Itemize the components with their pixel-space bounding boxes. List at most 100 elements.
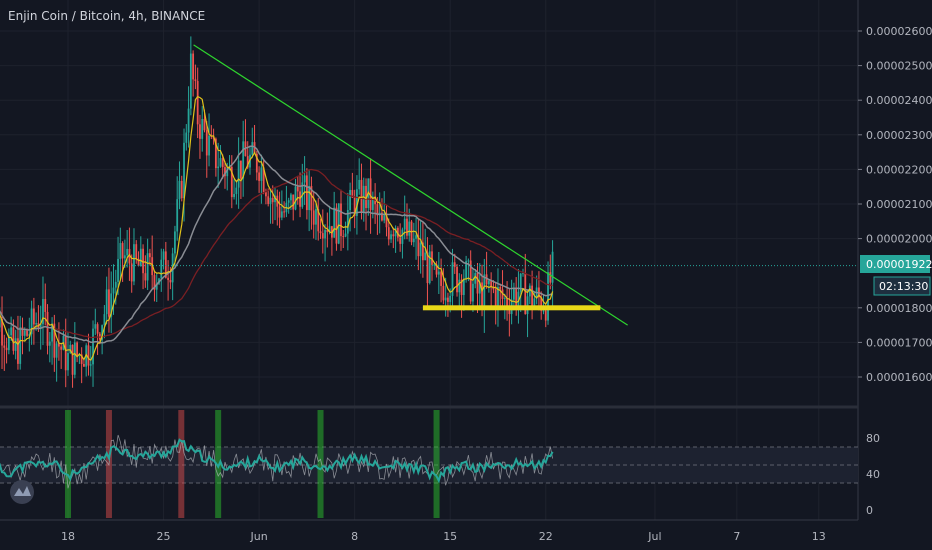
candle-body <box>497 287 499 309</box>
candle-body <box>547 272 549 321</box>
time-tick-label: 15 <box>443 530 457 543</box>
candle-body <box>513 288 515 300</box>
candle-body <box>217 166 220 169</box>
candle-body <box>105 289 108 315</box>
candle-body <box>506 298 508 308</box>
candle-body <box>1 319 3 346</box>
candle-body <box>517 291 520 306</box>
candle-body <box>87 345 90 366</box>
candle-body <box>328 226 331 233</box>
candle-body <box>533 298 536 307</box>
candle-body <box>221 158 224 168</box>
bar-countdown: 02:13:30 <box>879 280 928 293</box>
candle-body <box>60 346 63 350</box>
candle-body <box>176 199 179 232</box>
candle-body <box>160 259 163 279</box>
time-tick-label: 18 <box>61 530 75 543</box>
support-zone[interactable] <box>422 305 601 311</box>
candle-body <box>183 142 185 199</box>
candle-body <box>192 53 195 80</box>
price-tick-label: 0.00002000 <box>866 233 932 246</box>
candle-body <box>48 341 51 346</box>
candle-body <box>35 323 38 325</box>
descending-trendline[interactable] <box>193 44 628 326</box>
candle-body <box>28 334 31 336</box>
candle-body <box>333 207 336 238</box>
time-tick-label: 22 <box>539 530 553 543</box>
candle-body <box>401 229 404 244</box>
candle-body <box>526 296 529 315</box>
candle-body <box>408 221 411 236</box>
candle-body <box>205 130 208 156</box>
candle-body <box>342 236 345 238</box>
candle-body <box>230 166 233 198</box>
candle-body <box>369 178 372 210</box>
time-tick-label: 25 <box>157 530 171 543</box>
oscillator-tick-label: 80 <box>866 432 880 445</box>
candle-body <box>271 197 274 203</box>
candle-body <box>196 81 199 125</box>
candle-body <box>503 298 506 300</box>
candle-body <box>399 237 402 244</box>
candle-body <box>269 197 272 204</box>
candle-body <box>351 189 354 198</box>
candle-body <box>10 327 13 336</box>
oscillator-tick-label: 0 <box>866 504 873 517</box>
candle-body <box>137 258 140 266</box>
candle-body <box>64 335 67 371</box>
candle-body <box>144 273 147 281</box>
candle-body <box>94 324 97 329</box>
candle-body <box>164 251 167 278</box>
candle-body <box>390 234 392 240</box>
candle-body <box>435 264 438 275</box>
candle-body <box>303 175 306 183</box>
candle-body <box>14 338 17 351</box>
candle-body <box>349 189 351 211</box>
candle-body <box>69 344 72 354</box>
candle-body <box>174 231 176 254</box>
candle-body <box>296 186 299 192</box>
candle-body <box>317 208 320 232</box>
time-tick-label: Jul <box>647 530 661 543</box>
candle-body <box>42 299 44 325</box>
candle-body <box>280 211 283 218</box>
candle-body <box>394 227 397 237</box>
price-tick-label: 0.00002500 <box>866 60 932 73</box>
candle-body <box>419 242 422 257</box>
candle-body <box>287 200 290 203</box>
candle-body <box>51 323 53 342</box>
chart-title: Enjin Coin / Bitcoin, 4h, BINANCE <box>8 9 205 23</box>
oscillator-axis[interactable]: 80 40 0 <box>866 432 880 517</box>
price-axis[interactable]: 0.00002600 0.00002500 0.00002400 0.00002300… <box>858 25 932 384</box>
candle-body <box>485 274 488 285</box>
candle-body <box>80 354 83 364</box>
candle-body <box>406 218 408 236</box>
candle-body <box>214 138 217 169</box>
price-tick-label: 0.00002600 <box>866 25 932 38</box>
candle-body <box>155 283 158 290</box>
candle-body <box>308 185 311 211</box>
candle-body <box>17 338 19 364</box>
candle-body <box>458 279 461 293</box>
tradingview-logo-icon <box>10 480 34 504</box>
time-axis[interactable]: 18 25 Jun 8 15 22 Jul 7 13 <box>61 530 826 543</box>
candle-body <box>39 324 42 329</box>
candle-body <box>519 273 522 292</box>
candle-body <box>315 208 317 225</box>
candle-body <box>469 260 472 302</box>
candle-body <box>453 262 456 267</box>
candle-body <box>515 288 518 306</box>
candle-body <box>422 242 424 261</box>
candle-body <box>321 233 324 239</box>
oscillator-tick-label: 40 <box>866 468 880 481</box>
candle-body <box>101 325 104 340</box>
candle-body <box>123 255 126 259</box>
candle-body <box>110 293 113 317</box>
candle-body <box>451 262 454 296</box>
candle-body <box>326 230 329 233</box>
candle-body <box>0 319 1 328</box>
candle-body <box>524 273 527 315</box>
candle-body <box>544 310 547 321</box>
candle-body <box>299 191 301 207</box>
